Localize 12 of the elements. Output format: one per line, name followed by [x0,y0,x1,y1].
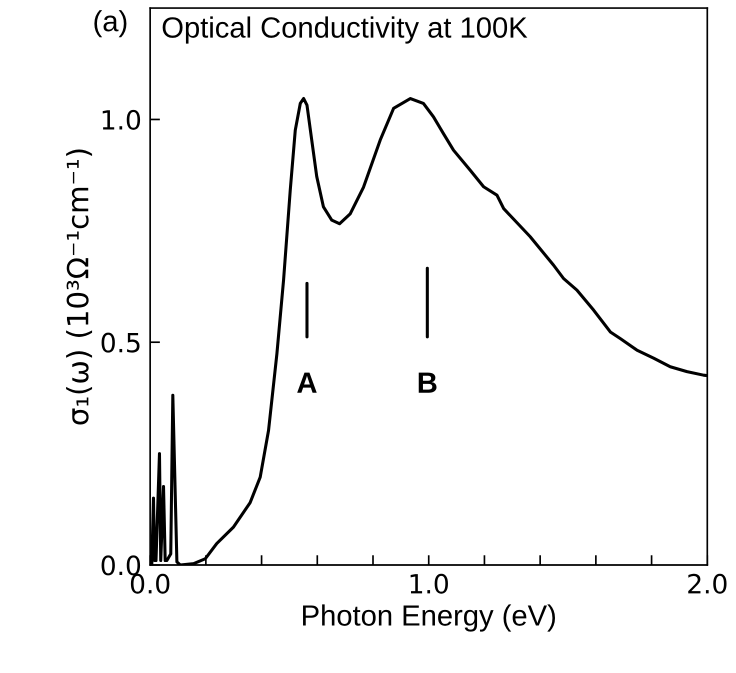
y-axis-title: σ₁(ω) (10³Ω⁻¹cm⁻¹) [66,149,92,424]
y-tick-label: 0.0 [102,555,140,576]
y-tick-label: 0.5 [102,332,140,353]
text: (a) [94,10,126,38]
x-axis-title: Photon Energy (eV) [303,604,555,632]
annotation: B [418,372,437,393]
x-tick-label: 1.0 [410,574,448,594]
annotation: A [297,372,317,393]
x-tick-label: 2.0 [688,574,727,594]
x-tick-label: 0.0 [130,574,170,594]
chart-title: Optical Conductivity at 100K [162,16,528,44]
y-tick-label: 1.0 [102,110,140,130]
